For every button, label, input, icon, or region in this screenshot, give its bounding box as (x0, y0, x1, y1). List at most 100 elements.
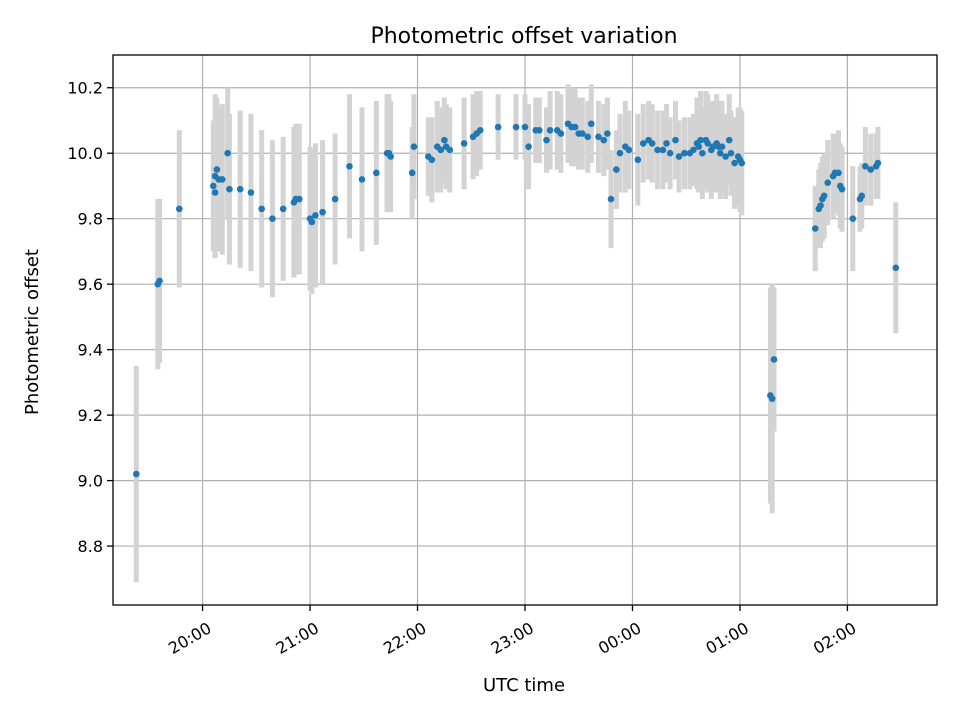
data-point (175, 205, 183, 213)
data-point (699, 149, 706, 157)
data-point (725, 136, 733, 144)
data-point (768, 395, 776, 403)
data-point (817, 202, 824, 209)
data-point (731, 159, 738, 167)
data-point (690, 146, 697, 154)
y-tick-label: 8.8 (78, 537, 103, 556)
data-point (295, 195, 303, 203)
y-axis-label: Photometric offset (22, 249, 43, 415)
data-point (218, 176, 226, 183)
data-point (213, 166, 221, 173)
data-point (587, 120, 595, 128)
data-point (695, 143, 703, 150)
data-point (156, 277, 163, 285)
data-point (704, 140, 712, 147)
data-point (600, 136, 608, 144)
data-point (226, 185, 233, 193)
data-point (312, 212, 319, 219)
data-point (835, 169, 842, 177)
data-point (346, 163, 353, 170)
data-point (584, 133, 591, 141)
data-point (595, 133, 602, 141)
y-axis: 8.8 9.0 9.2 9.4 9.6 9.8 10.0 10.2 (67, 79, 113, 556)
data-point (849, 215, 857, 222)
data-point (258, 205, 265, 213)
data-point (358, 176, 366, 183)
data-point (675, 153, 683, 160)
x-axis-label: UTC time (483, 675, 565, 696)
data-point (521, 123, 529, 131)
data-point (579, 130, 586, 137)
data-point (279, 205, 287, 213)
data-point (663, 140, 670, 147)
point-layer (132, 120, 900, 478)
data-point (410, 143, 418, 150)
data-point (373, 169, 380, 177)
data-point (437, 146, 445, 154)
data-point (571, 123, 579, 131)
y-tick-label: 9.2 (78, 406, 103, 425)
data-point (820, 192, 828, 200)
data-point (874, 159, 882, 167)
data-point (546, 126, 554, 134)
data-point (716, 149, 724, 157)
data-point (654, 146, 661, 154)
data-point (211, 189, 219, 196)
data-point (408, 169, 416, 177)
data-point (681, 149, 688, 157)
data-point (770, 356, 778, 363)
data-point (428, 156, 436, 164)
data-point (867, 166, 875, 173)
data-point (247, 189, 255, 196)
data-point (446, 146, 454, 154)
y-tick-label: 9.4 (78, 341, 103, 360)
data-point (460, 140, 468, 147)
chart-title: Photometric offset variation (370, 24, 677, 49)
data-point (210, 182, 217, 190)
data-point (697, 136, 704, 144)
data-point (331, 195, 339, 203)
data-point (727, 149, 735, 157)
data-point (543, 136, 550, 144)
data-point (494, 123, 502, 131)
data-point (666, 149, 674, 157)
y-tick-label: 10.2 (67, 79, 103, 98)
data-point (625, 146, 633, 154)
data-point (613, 166, 620, 173)
data-point (811, 225, 819, 232)
data-point (441, 136, 448, 144)
data-point (634, 156, 642, 164)
data-point (838, 185, 846, 193)
data-point (604, 130, 611, 137)
y-tick-label: 9.6 (78, 275, 103, 294)
data-point (639, 140, 647, 147)
data-point (512, 123, 520, 131)
y-tick-label: 10.0 (67, 144, 103, 163)
y-tick-label: 9.8 (78, 210, 103, 229)
data-point (672, 136, 679, 144)
data-point (132, 470, 140, 478)
data-point (862, 163, 869, 170)
data-point (722, 153, 729, 160)
data-point (387, 153, 394, 160)
data-point (525, 143, 532, 150)
data-point (557, 130, 565, 137)
data-point (824, 179, 832, 186)
data-point (476, 126, 484, 134)
data-point (308, 218, 316, 226)
data-point (319, 208, 326, 216)
data-point (892, 264, 900, 272)
data-point (269, 215, 276, 222)
y-tick-label: 9.0 (78, 472, 103, 491)
data-point (858, 192, 866, 200)
data-point (718, 143, 726, 150)
data-point (536, 126, 543, 134)
data-point (607, 195, 615, 203)
data-point (236, 185, 244, 193)
data-point (616, 149, 624, 157)
data-point (648, 140, 656, 147)
data-point (738, 159, 746, 167)
data-point (659, 146, 667, 154)
data-point (224, 149, 231, 157)
